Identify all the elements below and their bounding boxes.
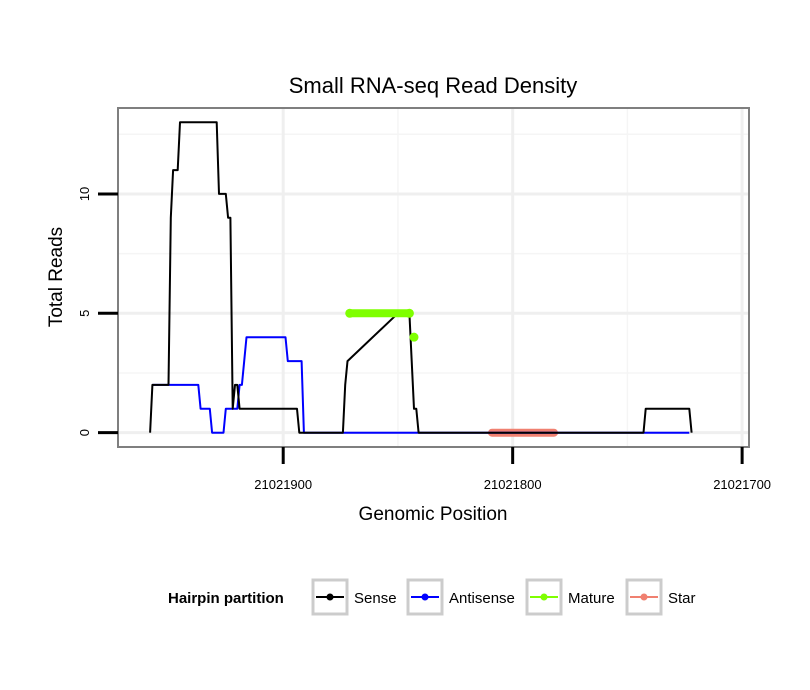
series-sense bbox=[149, 121, 693, 434]
legend-dot-mature bbox=[540, 593, 548, 601]
point-mature bbox=[404, 308, 414, 318]
legend-label-star: Star bbox=[668, 590, 696, 607]
legend-title: Hairpin partition bbox=[168, 590, 284, 607]
y-tick-label: 10 bbox=[77, 187, 92, 201]
legend: Hairpin partition Sense Antisense Mature… bbox=[168, 578, 696, 616]
legend-dot-star bbox=[640, 593, 648, 601]
legend-item-sense: Sense bbox=[311, 578, 397, 616]
legend-item-mature: Mature bbox=[525, 578, 615, 616]
legend-item-antisense: Antisense bbox=[406, 578, 515, 616]
plot-panel-border bbox=[117, 107, 750, 448]
y-tick-label: 0 bbox=[77, 429, 92, 436]
legend-dot-sense bbox=[326, 593, 334, 601]
legend-label-mature: Mature bbox=[568, 590, 615, 607]
x-tick-label: 21021900 bbox=[254, 477, 312, 492]
legend-label-sense: Sense bbox=[354, 590, 397, 607]
legend-item-star: Star bbox=[625, 578, 696, 616]
legend-label-antisense: Antisense bbox=[449, 590, 515, 607]
chart-title: Small RNA-seq Read Density bbox=[289, 73, 578, 98]
point-mature bbox=[409, 332, 419, 342]
y-tick-label: 5 bbox=[77, 310, 92, 317]
series-antisense bbox=[152, 336, 690, 434]
x-tick-label: 21021700 bbox=[713, 477, 771, 492]
point-mature bbox=[345, 308, 355, 318]
x-axis-title: Genomic Position bbox=[359, 504, 508, 525]
y-axis-title: Total Reads bbox=[46, 227, 67, 327]
axes: 21021900 21021800 21021700 0 5 10 bbox=[77, 187, 771, 492]
x-tick-label: 21021800 bbox=[484, 477, 542, 492]
legend-key-antisense bbox=[406, 578, 444, 616]
legend-dot-antisense bbox=[421, 593, 429, 601]
plot-panel-background bbox=[118, 108, 749, 447]
series-layer bbox=[149, 121, 693, 437]
